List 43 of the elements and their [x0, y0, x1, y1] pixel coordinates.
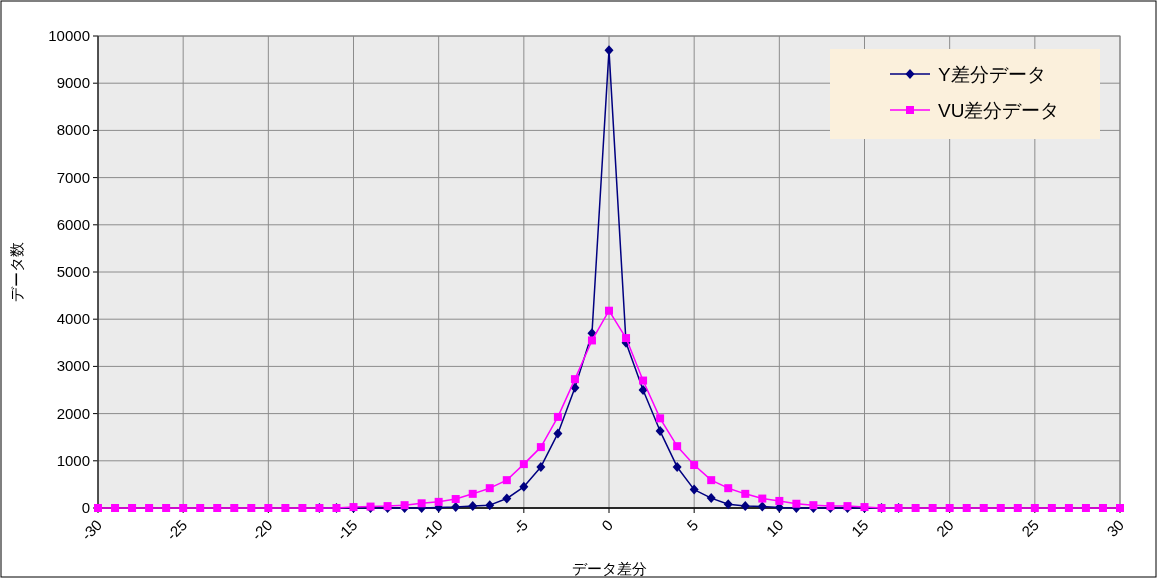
legend-label: VU差分データ: [938, 100, 1060, 121]
y-tick-label: 4000: [56, 310, 90, 328]
x-tick-label: -20: [248, 516, 276, 544]
point: [723, 499, 733, 510]
x-tick-label: 0: [598, 516, 617, 535]
y-tick-label: 3000: [56, 357, 90, 375]
point: [706, 493, 716, 504]
y-tick-label: 2000: [56, 404, 90, 422]
x-tick-label: -5: [509, 516, 531, 538]
point: [519, 481, 529, 492]
x-tick-label: -25: [162, 516, 191, 544]
y-tick-label: 7000: [56, 168, 90, 186]
y-tick-label: 6000: [56, 215, 90, 233]
point: [740, 501, 750, 512]
x-tick-label: 15: [847, 516, 872, 540]
point: [757, 501, 767, 512]
y-tick-label: 5000: [56, 263, 90, 280]
legend-label: Y差分データ: [938, 64, 1046, 85]
x-tick-label: 10: [762, 516, 787, 540]
point: [638, 385, 648, 395]
point: [451, 502, 461, 513]
x-axis-title: データ差分: [571, 560, 647, 577]
y-tick-label: 1000: [56, 451, 90, 469]
point: [485, 500, 495, 511]
x-tick-label: 30: [1103, 516, 1128, 540]
point: [672, 461, 682, 472]
y-tick-label: 10000: [48, 27, 90, 44]
x-tick-label: 20: [932, 516, 957, 540]
point: [689, 484, 699, 495]
point: [655, 426, 665, 437]
y-axis-title: データ数: [8, 242, 25, 302]
y-tick-label: 0: [81, 499, 90, 516]
x-tick-label: -30: [77, 516, 106, 544]
point: [553, 428, 563, 439]
point: [468, 501, 478, 512]
y-tick-label: 9000: [56, 74, 90, 92]
point: [536, 461, 546, 472]
x-tick-label: -15: [333, 516, 361, 544]
x-tick-label: -10: [418, 516, 446, 544]
y-tick-label: 8000: [56, 121, 90, 139]
x-tick-label: 25: [1018, 516, 1042, 540]
point: [502, 493, 512, 504]
x-tick-label: 5: [683, 516, 702, 535]
